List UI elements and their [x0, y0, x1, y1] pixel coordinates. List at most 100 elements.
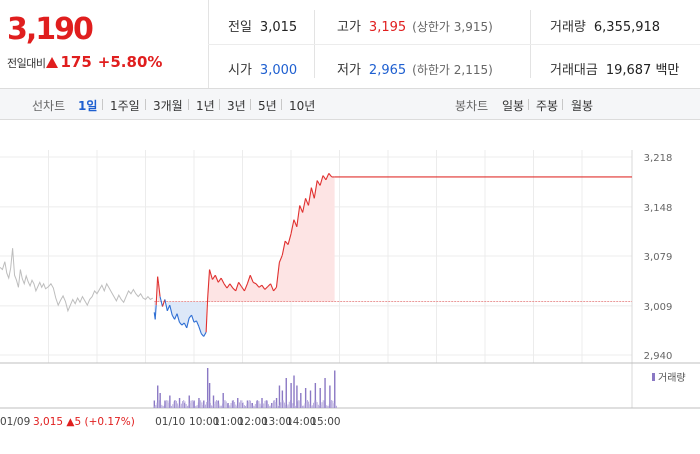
volume-bar — [250, 400, 251, 408]
today-line-segment — [214, 275, 219, 283]
volume-bar — [274, 400, 276, 408]
volume-bar — [251, 403, 253, 408]
volume-bar — [177, 403, 179, 408]
volume-bar — [263, 403, 265, 408]
x-tick-label: 01/09 — [0, 416, 30, 428]
today-line-segment — [183, 322, 188, 329]
today-line-segment — [307, 187, 312, 206]
volume-bar — [156, 402, 158, 408]
period-10y[interactable]: 10년 — [289, 99, 316, 113]
volume-bar — [298, 400, 300, 408]
volume-bar — [169, 405, 171, 408]
period-3y[interactable]: 3년 — [227, 99, 246, 113]
today-line-segment — [186, 317, 190, 329]
volume-value: 6,355,918 — [593, 20, 661, 35]
open-price: 시가 3,000 — [228, 59, 297, 81]
volume-bar — [154, 405, 156, 408]
candle-monthly[interactable]: 월봉 — [571, 99, 594, 113]
today-line-segment — [159, 296, 164, 307]
x-tick-label: 15:00 — [310, 416, 340, 428]
candle-daily[interactable]: 일봉 — [502, 99, 525, 113]
volume-bar — [271, 402, 273, 408]
volume-bar — [288, 401, 290, 408]
today-line-segment — [217, 277, 222, 283]
high-label: 고가 — [337, 20, 361, 35]
volume-bar — [304, 388, 307, 408]
volume-bar — [242, 402, 244, 408]
prev-day-note: 3,015 ▲5 (+0.17%) — [33, 416, 135, 428]
volume-bar — [313, 402, 314, 408]
volume-bar — [210, 402, 211, 408]
volume-bar — [222, 393, 224, 408]
today-line-segment — [164, 299, 168, 311]
candle-weekly[interactable]: 주봉 — [536, 99, 559, 113]
volume-bar — [281, 390, 284, 408]
volume-bar — [185, 403, 187, 408]
volume-bar — [237, 398, 239, 408]
today-line-segment — [249, 275, 254, 283]
volume-bar — [265, 400, 267, 408]
current-price: 3,190 — [7, 12, 94, 47]
volume-bar — [246, 400, 249, 408]
volume-bar — [315, 400, 317, 408]
volume-bar — [278, 385, 281, 408]
today-line-segment — [258, 284, 263, 288]
chart-lines — [0, 173, 632, 337]
volume-bar — [190, 400, 192, 408]
price-change: 전일대비 175 +5.80% — [7, 53, 162, 71]
volume-bar — [280, 402, 282, 408]
volume-bar — [212, 405, 214, 408]
volume-bar — [202, 404, 204, 408]
volume-bar — [247, 401, 249, 408]
volume-bar — [188, 395, 190, 408]
volume-bar — [230, 402, 232, 408]
volume-bar — [161, 404, 163, 408]
volume-bars — [153, 368, 337, 408]
high-price: 고가 3,195 (상한가 3,915) — [337, 16, 493, 38]
volume-bar — [266, 400, 268, 408]
volume-bar — [293, 405, 295, 408]
volume-bar — [257, 400, 259, 408]
period-5y[interactable]: 5년 — [258, 99, 277, 113]
volume-bar — [302, 405, 303, 408]
period-1w[interactable]: 1주일 — [110, 99, 140, 113]
volume-bar — [157, 400, 159, 408]
volume-bar — [166, 400, 168, 408]
volume-bar — [224, 400, 226, 408]
today-line-segment — [157, 276, 160, 284]
divider — [219, 99, 220, 110]
today-line-segment — [223, 283, 228, 289]
price-box: 3,190 전일대비 175 +5.80% — [0, 0, 209, 88]
today-line-segment — [200, 333, 205, 337]
x-tick-label: 01/10 — [155, 416, 185, 428]
today-line-segment — [176, 313, 180, 323]
volume-bar — [225, 401, 227, 408]
divider — [188, 99, 189, 110]
period-3m[interactable]: 3개월 — [153, 99, 183, 113]
volume-bar — [159, 393, 161, 408]
volume-bar — [314, 383, 317, 408]
volume-bar — [331, 400, 333, 408]
today-line-segment — [155, 276, 159, 306]
volume-bar — [233, 400, 234, 408]
period-1y[interactable]: 1년 — [196, 99, 215, 113]
volume-bar — [248, 400, 250, 408]
period-1d[interactable]: 1일 — [78, 99, 98, 113]
volume-bar — [328, 404, 330, 408]
volume-bar — [258, 401, 260, 408]
today-line-segment — [171, 314, 176, 320]
x-tick-label: 10:00 — [189, 416, 219, 428]
volume-bar — [246, 404, 248, 408]
volume-bar — [275, 398, 278, 408]
trade-value: 거래대금 19,687 백만 — [550, 59, 679, 81]
volume-bar — [179, 405, 181, 408]
volume-bar — [241, 400, 243, 408]
chart-fills — [154, 173, 632, 337]
volume-bar — [269, 405, 271, 408]
y-tick-label: 3,079 — [644, 252, 673, 263]
today-line-segment — [211, 274, 216, 280]
volume-bar — [172, 404, 174, 408]
today-line-segment — [191, 314, 195, 323]
volume-bar — [184, 401, 186, 408]
volume-bar — [218, 403, 220, 408]
